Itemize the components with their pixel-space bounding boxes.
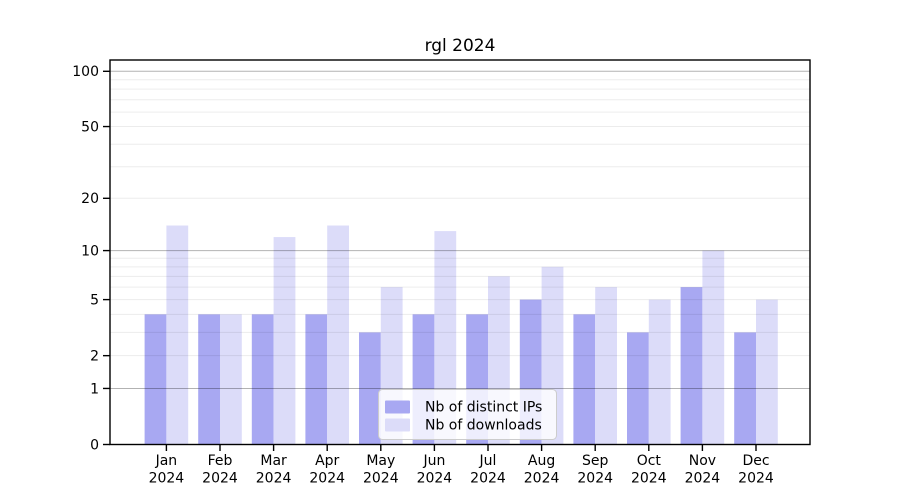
legend-label-downloads: Nb of downloads <box>425 418 542 434</box>
x-tick-label-month: Sep <box>582 453 609 469</box>
bar-downloads-feb <box>220 314 242 445</box>
bar-downloads-oct <box>648 299 671 445</box>
bar-distinct-ips-dec <box>734 332 756 445</box>
y-tick-label: 100 <box>72 64 99 80</box>
gridlines-layer <box>110 70 810 389</box>
bar-downloads-apr <box>327 225 349 445</box>
x-tick-label-month: Nov <box>689 453 716 469</box>
bar-distinct-ips-oct <box>627 332 649 445</box>
x-tick-label-month: Jun <box>422 453 445 469</box>
x-tick-label-year: 2024 <box>738 471 774 487</box>
legend-box <box>378 389 557 440</box>
x-tick-label-year: 2024 <box>470 471 506 487</box>
legend-swatch-downloads-icon <box>385 418 410 432</box>
bar-distinct-ips-nov <box>680 287 703 445</box>
x-tick-label-year: 2024 <box>524 471 560 487</box>
x-tick-label-month: May <box>366 453 395 469</box>
x-tick-label-month: Oct <box>637 453 662 469</box>
x-tick-label-year: 2024 <box>202 471 238 487</box>
x-tick-label-month: Apr <box>315 453 339 469</box>
y-tick-label: 20 <box>81 191 99 207</box>
bar-distinct-ips-mar <box>251 314 274 445</box>
y-tick-label: 2 <box>90 348 99 364</box>
x-tick-label-month: Mar <box>260 453 287 469</box>
bar-distinct-ips-may <box>359 332 381 445</box>
bar-distinct-ips-jan <box>144 314 167 445</box>
x-tick-label-year: 2024 <box>577 471 613 487</box>
x-tick-label-month: Jan <box>155 453 178 469</box>
bar-downloads-jan <box>166 225 189 445</box>
x-tick-label-year: 2024 <box>309 471 345 487</box>
y-tick-label: 5 <box>90 292 99 308</box>
x-tick-label-year: 2024 <box>363 471 399 487</box>
y-tick-label: 0 <box>90 437 99 453</box>
bar-distinct-ips-feb <box>198 314 220 445</box>
x-tick-label-month: Jul <box>479 453 497 469</box>
y-tick-label: 1 <box>90 381 99 397</box>
x-tick-label-month: Aug <box>528 453 555 469</box>
plot-border <box>109 59 811 446</box>
legend-swatch-distinct-ips-icon <box>385 400 410 414</box>
axes-layer: 0 1 2 5 10 20 50 100 Jan 2024 Feb 2024 Mar 2024 Apr 202… <box>72 59 811 487</box>
x-tick-label-year: 2024 <box>685 471 721 487</box>
x-tick-label-year: 2024 <box>256 471 292 487</box>
bar-downloads-sep <box>595 287 617 445</box>
bar-downloads-dec <box>756 299 778 445</box>
x-tick-label-year: 2024 <box>631 471 667 487</box>
chart-title: rgl 2024 <box>425 36 496 56</box>
legend: Nb of distinct IPs Nb of downloads <box>378 389 557 440</box>
legend-label-distinct-ips: Nb of distinct IPs <box>425 400 542 416</box>
y-tick-label: 10 <box>81 243 99 259</box>
bar-distinct-ips-sep <box>573 314 596 445</box>
x-tick-label-month: Dec <box>742 453 769 469</box>
x-tick-label-year: 2024 <box>417 471 453 487</box>
x-tick-label-month: Feb <box>208 453 233 469</box>
bar-downloads-mar <box>273 237 296 445</box>
bar-downloads-nov <box>702 250 725 445</box>
x-tick-label-year: 2024 <box>149 471 185 487</box>
y-tick-label: 50 <box>81 119 99 135</box>
bar-distinct-ips-apr <box>305 314 328 445</box>
